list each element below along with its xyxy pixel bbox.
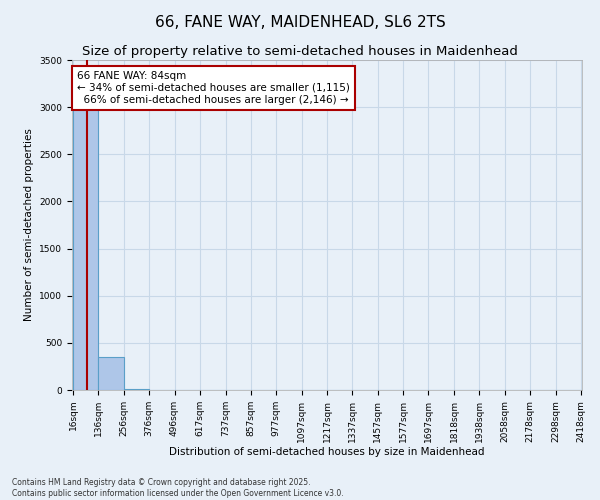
Y-axis label: Number of semi-detached properties: Number of semi-detached properties bbox=[24, 128, 34, 322]
X-axis label: Distribution of semi-detached houses by size in Maidenhead: Distribution of semi-detached houses by … bbox=[169, 448, 485, 458]
Text: Size of property relative to semi-detached houses in Maidenhead: Size of property relative to semi-detach… bbox=[82, 45, 518, 58]
Text: Contains HM Land Registry data © Crown copyright and database right 2025.
Contai: Contains HM Land Registry data © Crown c… bbox=[12, 478, 344, 498]
Bar bbox=[124, 388, 149, 390]
Bar bbox=[98, 357, 124, 390]
Text: 66 FANE WAY: 84sqm
← 34% of semi-detached houses are smaller (1,115)
  66% of se: 66 FANE WAY: 84sqm ← 34% of semi-detache… bbox=[77, 72, 350, 104]
Bar bbox=[73, 70, 98, 390]
Text: 66, FANE WAY, MAIDENHEAD, SL6 2TS: 66, FANE WAY, MAIDENHEAD, SL6 2TS bbox=[155, 15, 445, 30]
